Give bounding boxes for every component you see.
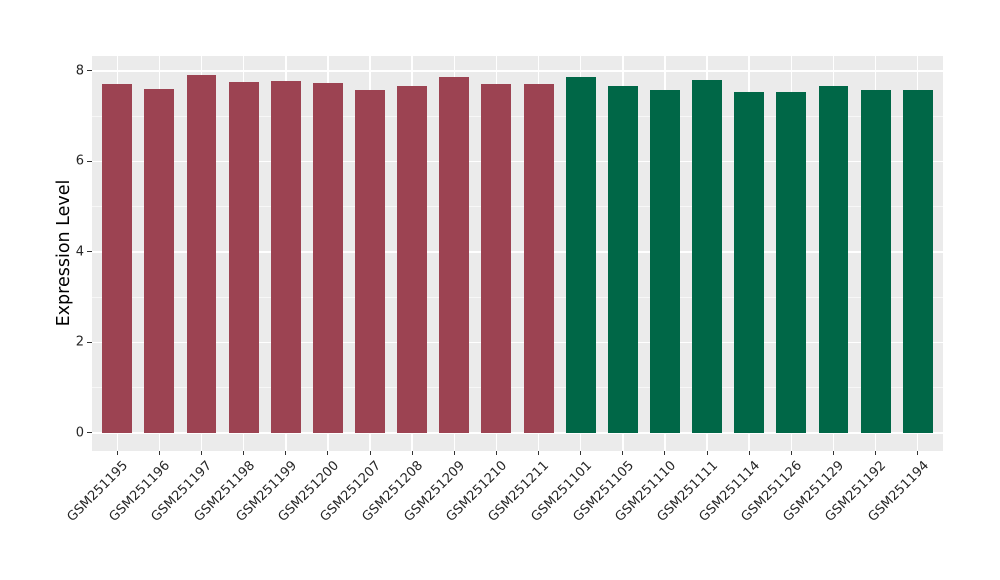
y-tick-label: 6: [75, 153, 84, 169]
h-gridline-minor: [92, 296, 943, 298]
bar-GSM251207: [355, 89, 385, 433]
x-tick-mark: [538, 451, 540, 455]
y-tick-label: 0: [75, 425, 84, 441]
x-tick-mark: [285, 451, 287, 455]
x-tick-mark: [622, 451, 624, 455]
plot-panel: [92, 56, 943, 451]
bar-GSM251211: [523, 83, 554, 433]
x-tick-mark: [875, 451, 877, 455]
h-gridline-major: [92, 160, 943, 163]
y-tick-label: 8: [75, 63, 84, 79]
h-gridline-minor: [92, 206, 943, 208]
x-tick-mark: [664, 451, 666, 455]
y-tick-label: 2: [75, 334, 84, 350]
h-gridline-minor: [92, 115, 943, 117]
bar-GSM251195: [102, 83, 133, 433]
x-tick-mark: [917, 451, 919, 455]
x-tick-mark: [411, 451, 413, 455]
bar-GSM251196: [144, 88, 175, 433]
bar-GSM251110: [649, 90, 680, 433]
x-tick-mark: [158, 451, 160, 455]
bar-GSM251114: [734, 91, 765, 433]
h-gridline-minor: [92, 387, 943, 389]
h-gridline-major: [92, 251, 943, 253]
bar-GSM251194: [902, 89, 933, 433]
bar-GSM251101: [565, 76, 596, 433]
bar-GSM251208: [397, 86, 428, 433]
bar-GSM251105: [607, 86, 638, 433]
x-tick-mark: [790, 451, 792, 455]
bar-GSM251192: [860, 89, 891, 433]
x-tick-mark: [116, 451, 118, 455]
x-tick-mark: [369, 451, 371, 455]
x-tick-mark: [580, 451, 582, 455]
bar-GSM251111: [692, 79, 723, 433]
bar-GSM251209: [439, 76, 470, 433]
y-tick-mark: [87, 70, 92, 72]
y-tick-mark: [87, 432, 92, 434]
y-tick-label: 4: [75, 244, 84, 260]
bar-GSM251198: [228, 81, 259, 433]
x-tick-mark: [201, 451, 203, 455]
y-tick-mark: [87, 251, 92, 253]
bar-GSM251210: [481, 84, 512, 433]
x-tick-mark: [748, 451, 750, 455]
x-tick-mark: [327, 451, 329, 455]
y-tick-mark: [87, 160, 92, 162]
bar-GSM251126: [776, 91, 807, 433]
x-tick-mark: [243, 451, 245, 455]
y-tick-mark: [87, 341, 92, 343]
bar-GSM251197: [186, 74, 217, 433]
x-tick-mark: [453, 451, 455, 455]
bar-GSM251200: [312, 82, 343, 433]
h-gridline-major: [92, 70, 943, 72]
h-gridline-major: [92, 341, 943, 344]
bar-GSM251199: [270, 81, 301, 433]
bar-GSM251129: [818, 86, 849, 433]
h-gridline-major: [92, 432, 943, 434]
x-tick-mark: [706, 451, 708, 455]
x-tick-mark: [832, 451, 834, 455]
x-tick-mark: [495, 451, 497, 455]
